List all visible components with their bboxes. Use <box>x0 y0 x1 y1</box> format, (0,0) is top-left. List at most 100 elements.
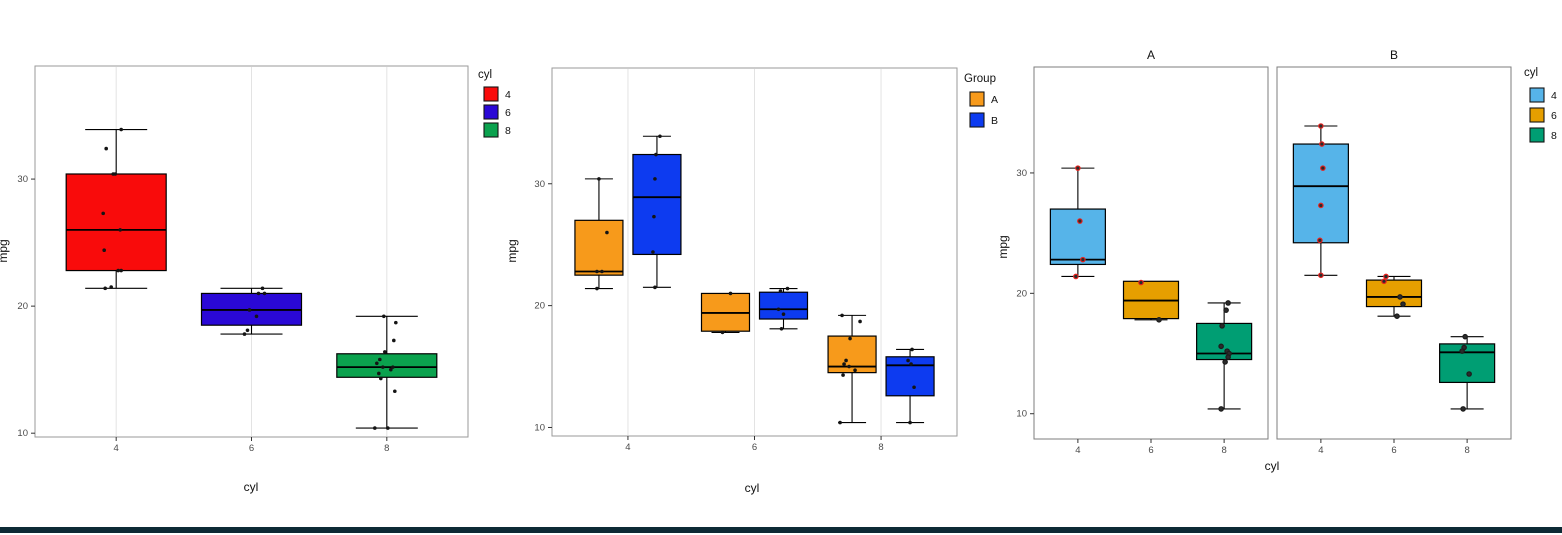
plot-panel <box>1276 66 1512 440</box>
legend-label: A <box>991 94 998 106</box>
jitter-point <box>386 426 390 430</box>
jitter-point <box>118 228 122 232</box>
legend-label: 4 <box>505 89 511 101</box>
jitter-point <box>654 152 658 157</box>
legend-label: 4 <box>1551 90 1557 102</box>
jitter-point <box>242 332 247 336</box>
jitter-point <box>1319 141 1325 147</box>
y-axis-title: mpg <box>0 239 10 262</box>
jitter-point <box>109 285 113 289</box>
jitter-point <box>909 362 913 366</box>
jitter-point <box>381 365 385 369</box>
jitter-point <box>1394 313 1400 320</box>
y-tick-label: 10 <box>1016 409 1027 420</box>
jitter-point <box>383 350 387 354</box>
jitter-point <box>1318 202 1324 209</box>
jitter-point <box>1225 300 1231 306</box>
y-tick-label: 30 <box>17 174 28 185</box>
jitter-point <box>382 314 386 319</box>
jitter-point <box>595 269 599 274</box>
jitter-point <box>848 336 852 341</box>
y-tick-label: 30 <box>534 179 545 190</box>
x-tick-label: 6 <box>752 442 757 453</box>
jitter-point <box>262 291 267 296</box>
jitter-point <box>113 172 117 176</box>
jitter-point <box>844 358 848 363</box>
jitter-point <box>394 320 398 325</box>
jitter-point <box>652 214 656 219</box>
legend-swatch <box>1529 87 1545 103</box>
jitter-point <box>1219 323 1225 329</box>
box <box>574 219 624 276</box>
jitter-point <box>595 286 599 291</box>
jitter-point <box>375 361 379 366</box>
jitter-point <box>254 314 259 319</box>
jitter-point <box>245 328 250 333</box>
legend-label: 6 <box>1551 110 1557 122</box>
jitter-point <box>600 269 604 274</box>
x-tick-label: 6 <box>249 443 254 454</box>
jitter-point <box>260 286 265 291</box>
jitter-point <box>651 250 655 254</box>
x-axis-title: cyl <box>745 481 760 495</box>
jitter-point <box>785 286 790 291</box>
jitter-point <box>1400 301 1406 307</box>
x-tick-label: 4 <box>1318 445 1323 456</box>
x-tick-label: 6 <box>1391 445 1396 456</box>
jitter-point <box>597 177 601 181</box>
y-axis-title: mpg <box>996 235 1010 258</box>
x-axis-title: cyl <box>244 480 259 494</box>
jitter-point <box>119 268 123 273</box>
jitter-point <box>256 291 261 296</box>
legend-swatch <box>1529 127 1545 143</box>
legend-swatch <box>483 122 499 138</box>
jitter-point <box>781 312 786 316</box>
jitter-point <box>104 146 108 151</box>
jitter-point <box>101 211 105 216</box>
jitter-point <box>392 338 396 343</box>
jitter-point <box>1080 256 1086 263</box>
jitter-point <box>1459 348 1465 354</box>
jitter-point <box>1317 237 1323 244</box>
jitter-point <box>379 376 383 381</box>
legend-label: 6 <box>505 107 511 119</box>
jitter-point <box>776 307 781 312</box>
legend-label: 8 <box>1551 130 1557 142</box>
legend-swatch <box>1529 107 1545 123</box>
jitter-point <box>1223 307 1229 313</box>
jitter-point <box>1397 294 1403 300</box>
x-tick-label: 4 <box>1075 445 1080 456</box>
jitter-point <box>247 308 252 312</box>
jitter-point <box>1222 359 1228 365</box>
jitter-point <box>605 230 609 235</box>
x-tick-label: 4 <box>114 443 119 454</box>
y-tick-label: 30 <box>1016 168 1027 179</box>
jitter-point <box>728 291 733 296</box>
box <box>632 153 682 256</box>
jitter-point <box>653 285 657 290</box>
x-tick-label: 8 <box>878 442 883 453</box>
jitter-point <box>658 134 662 139</box>
jitter-point <box>1320 165 1326 171</box>
jitter-point <box>906 358 910 363</box>
jitter-point <box>1466 371 1472 377</box>
jitter-point <box>1381 278 1387 285</box>
y-tick-label: 20 <box>1016 288 1027 299</box>
legend-title: Group <box>964 73 996 85</box>
jitter-point <box>1077 218 1083 224</box>
jitter-point <box>778 289 783 293</box>
jitter-point <box>119 127 123 132</box>
box <box>1292 143 1349 244</box>
jitter-point <box>842 362 846 366</box>
jitter-point <box>841 373 845 377</box>
jitter-point <box>1138 279 1144 286</box>
jitter-point <box>377 371 381 376</box>
jitter-point <box>853 368 857 372</box>
legend-label: B <box>991 115 998 127</box>
legend-swatch <box>483 86 499 102</box>
box <box>1365 279 1423 308</box>
jitter-point <box>912 385 916 390</box>
jitter-point <box>389 367 393 372</box>
y-tick-label: 10 <box>534 422 545 433</box>
